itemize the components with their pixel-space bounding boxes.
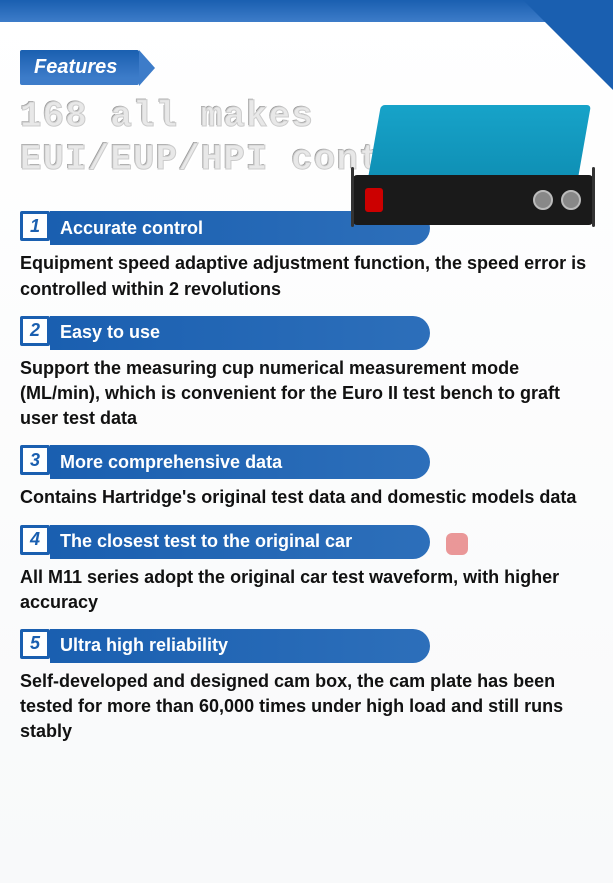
- feature-description: Equipment speed adaptive adjustment func…: [20, 251, 593, 301]
- feature-heading: 3 More comprehensive data: [20, 445, 430, 479]
- feature-heading-bar: More comprehensive data: [50, 445, 430, 479]
- feature-description: All M11 series adopt the original car te…: [20, 565, 593, 615]
- feature-item: 4 The closest test to the original car A…: [20, 525, 593, 615]
- feature-heading-bar: Easy to use: [50, 316, 430, 350]
- feature-number-badge: 3: [20, 445, 50, 475]
- feature-heading: 4 The closest test to the original car: [20, 525, 430, 559]
- feature-number-badge: 4: [20, 525, 50, 555]
- feature-item: 5 Ultra high reliability Self-developed …: [20, 629, 593, 745]
- feature-list: 1 Accurate control Equipment speed adapt…: [20, 211, 593, 744]
- feature-description: Support the measuring cup numerical meas…: [20, 356, 593, 432]
- feature-heading-bar: Ultra high reliability: [50, 629, 430, 663]
- feature-number-badge: 2: [20, 316, 50, 346]
- power-switch-icon: [365, 188, 383, 212]
- feature-item: 2 Easy to use Support the measuring cup …: [20, 316, 593, 432]
- product-image: [343, 95, 603, 225]
- content-area: Features 168 all makes EUI/EUP/HPI contr…: [0, 0, 613, 778]
- feature-description: Self-developed and designed cam box, the…: [20, 669, 593, 745]
- ribbon-label: Features: [34, 56, 117, 78]
- watermark-icon: [446, 533, 468, 555]
- feature-heading: 2 Easy to use: [20, 316, 430, 350]
- connector-knob-icon: [533, 190, 553, 210]
- feature-heading-bar: The closest test to the original car: [50, 525, 430, 559]
- device-front-panel: [353, 175, 593, 225]
- feature-heading: 5 Ultra high reliability: [20, 629, 430, 663]
- device-handle-right: [592, 167, 595, 227]
- feature-item: 3 More comprehensive data Contains Hartr…: [20, 445, 593, 510]
- feature-description: Contains Hartridge's original test data …: [20, 485, 593, 510]
- features-ribbon: Features: [20, 50, 139, 85]
- connector-knob-icon: [561, 190, 581, 210]
- feature-number-badge: 5: [20, 629, 50, 659]
- feature-number-badge: 1: [20, 211, 50, 241]
- device-handle-left: [351, 167, 354, 227]
